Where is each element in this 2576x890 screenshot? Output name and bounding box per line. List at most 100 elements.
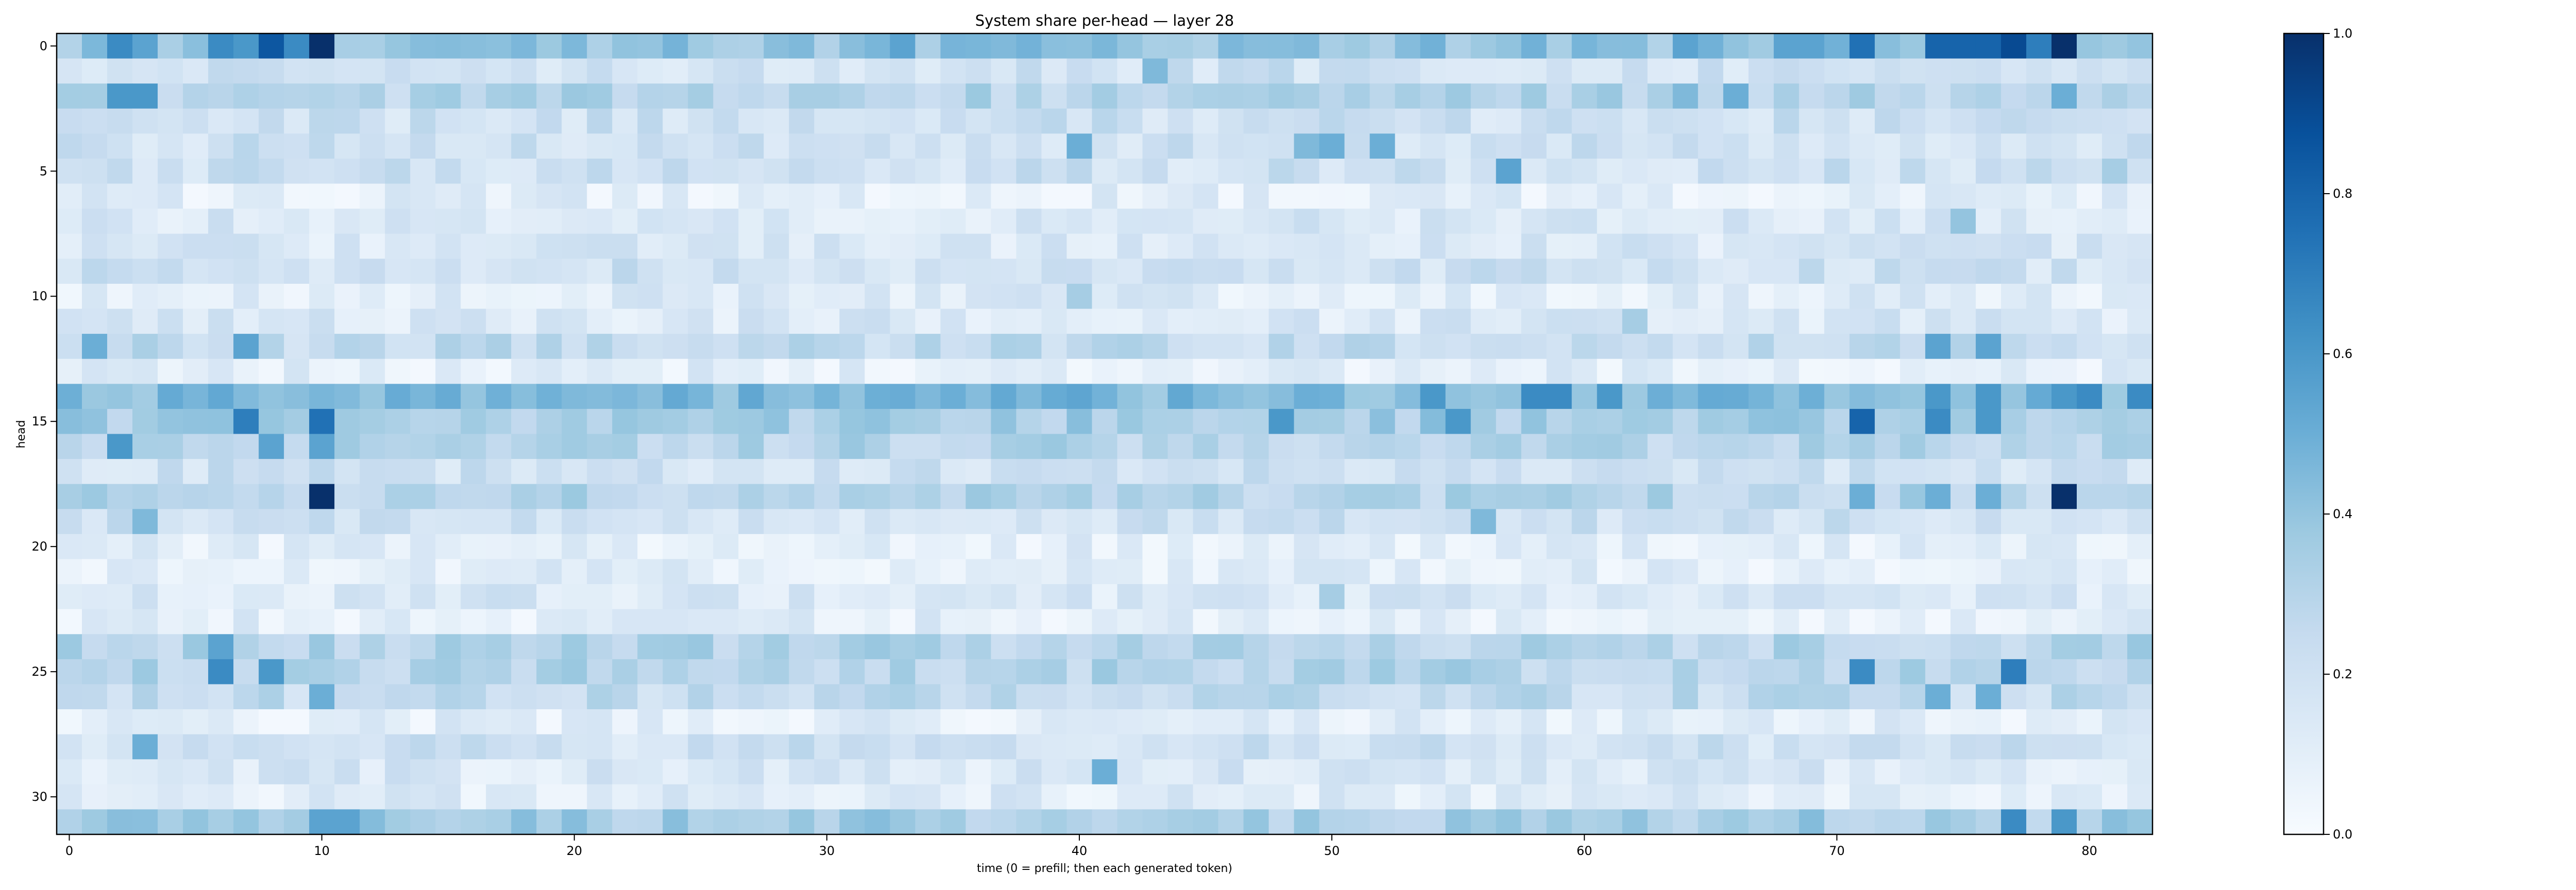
heatmap-cell xyxy=(1294,534,1320,560)
heatmap-cell xyxy=(284,784,310,810)
heatmap-cell xyxy=(1496,784,1522,810)
heatmap-cell xyxy=(1142,684,1168,710)
heatmap-cell xyxy=(915,58,941,84)
x-tick-label: 70 xyxy=(1829,844,1845,858)
heatmap-cell xyxy=(965,83,992,109)
heatmap-cell xyxy=(1294,334,1320,360)
heatmap-cell xyxy=(1066,384,1093,409)
heatmap-cell xyxy=(1672,408,1699,435)
heatmap-cell xyxy=(2102,434,2128,459)
heatmap-cell xyxy=(1041,709,1067,735)
heatmap-cell xyxy=(309,784,335,810)
heatmap-cell xyxy=(1041,158,1067,184)
heatmap-cell xyxy=(1698,233,1724,259)
heatmap-cell xyxy=(1420,259,1446,284)
heatmap-cell xyxy=(1496,133,1522,159)
heatmap-cell xyxy=(1597,634,1623,660)
heatmap-cell xyxy=(2076,334,2103,360)
heatmap-cell xyxy=(486,559,512,585)
heatmap-cell xyxy=(1117,108,1143,134)
heatmap-cell xyxy=(612,133,638,159)
heatmap-cell xyxy=(1193,408,1219,435)
heatmap-cell xyxy=(2102,408,2128,435)
heatmap-cell xyxy=(764,759,789,785)
heatmap-cell xyxy=(1041,309,1067,334)
heatmap-cell xyxy=(2026,33,2052,59)
heatmap-cell xyxy=(1319,759,1345,785)
heatmap-cell xyxy=(688,484,714,509)
heatmap-cell xyxy=(1066,158,1093,184)
heatmap-cell xyxy=(1824,734,1850,760)
heatmap-cell xyxy=(865,108,890,134)
heatmap-cell xyxy=(1698,434,1724,459)
heatmap-cell xyxy=(1066,133,1093,159)
heatmap-cell xyxy=(82,83,108,109)
heatmap-cell xyxy=(637,259,663,284)
heatmap-cell xyxy=(1268,509,1295,535)
heatmap-cell xyxy=(2051,283,2077,310)
heatmap-cell xyxy=(233,83,259,109)
heatmap-cell xyxy=(1016,334,1042,360)
heatmap-cell xyxy=(107,334,133,360)
heatmap-cell xyxy=(334,659,360,685)
heatmap-cell xyxy=(2026,484,2052,509)
heatmap-cell xyxy=(1167,584,1194,610)
heatmap-cell xyxy=(208,684,234,710)
heatmap-cell xyxy=(1622,559,1648,585)
heatmap-cell xyxy=(1900,33,1926,59)
heatmap-cell xyxy=(1092,183,1118,209)
heatmap-cell xyxy=(713,659,739,685)
heatmap-cell xyxy=(360,734,385,760)
heatmap-cell xyxy=(1824,459,1850,485)
heatmap-cell xyxy=(1799,459,1825,485)
heatmap-cell xyxy=(334,384,360,409)
heatmap-cell xyxy=(334,709,360,735)
heatmap-cell xyxy=(1748,334,1774,360)
heatmap-cell xyxy=(612,809,638,835)
heatmap-cell xyxy=(132,434,158,459)
heatmap-cell xyxy=(1470,408,1497,435)
heatmap-cell xyxy=(1824,209,1850,234)
heatmap-cell xyxy=(1142,509,1168,535)
heatmap-cell xyxy=(789,233,815,259)
heatmap-cell xyxy=(1470,133,1497,159)
heatmap-cell xyxy=(612,83,638,109)
heatmap-cell xyxy=(637,133,663,159)
heatmap-cell xyxy=(991,634,1017,660)
heatmap-cell xyxy=(1470,83,1497,109)
heatmap-cell xyxy=(233,684,259,710)
heatmap-cell xyxy=(1824,309,1850,334)
heatmap-cell xyxy=(1975,784,2002,810)
heatmap-cell xyxy=(2051,259,2077,284)
heatmap-cell xyxy=(2127,634,2153,660)
heatmap-cell xyxy=(1698,58,1724,84)
heatmap-cell xyxy=(259,358,284,384)
heatmap-cell xyxy=(486,158,512,184)
heatmap-cell xyxy=(637,809,663,835)
heatmap-cell xyxy=(233,158,259,184)
heatmap-cell xyxy=(587,684,613,710)
heatmap-cell xyxy=(2001,33,2027,59)
heatmap-cell xyxy=(360,408,385,435)
heatmap-cell xyxy=(1294,809,1320,835)
heatmap-cell xyxy=(1900,609,1926,635)
heatmap-cell xyxy=(1925,659,1951,685)
heatmap-cell xyxy=(1344,233,1370,259)
heatmap-cell xyxy=(1950,259,1976,284)
heatmap-cell xyxy=(1344,784,1370,810)
heatmap-cell xyxy=(1874,684,1901,710)
heatmap-cell xyxy=(1672,509,1699,535)
heatmap-cell xyxy=(410,283,436,310)
heatmap-cell xyxy=(1066,484,1093,509)
heatmap-cell xyxy=(511,659,537,685)
heatmap-cell xyxy=(334,334,360,360)
heatmap-cell xyxy=(1016,158,1042,184)
heatmap-cell xyxy=(839,559,865,585)
heatmap-cell xyxy=(1748,809,1774,835)
heatmap-cell xyxy=(1066,358,1093,384)
heatmap-cell xyxy=(915,534,941,560)
heatmap-cell xyxy=(2102,609,2128,635)
heatmap-cell xyxy=(1470,334,1497,360)
heatmap-cell xyxy=(562,384,587,409)
heatmap-cell xyxy=(107,108,133,134)
